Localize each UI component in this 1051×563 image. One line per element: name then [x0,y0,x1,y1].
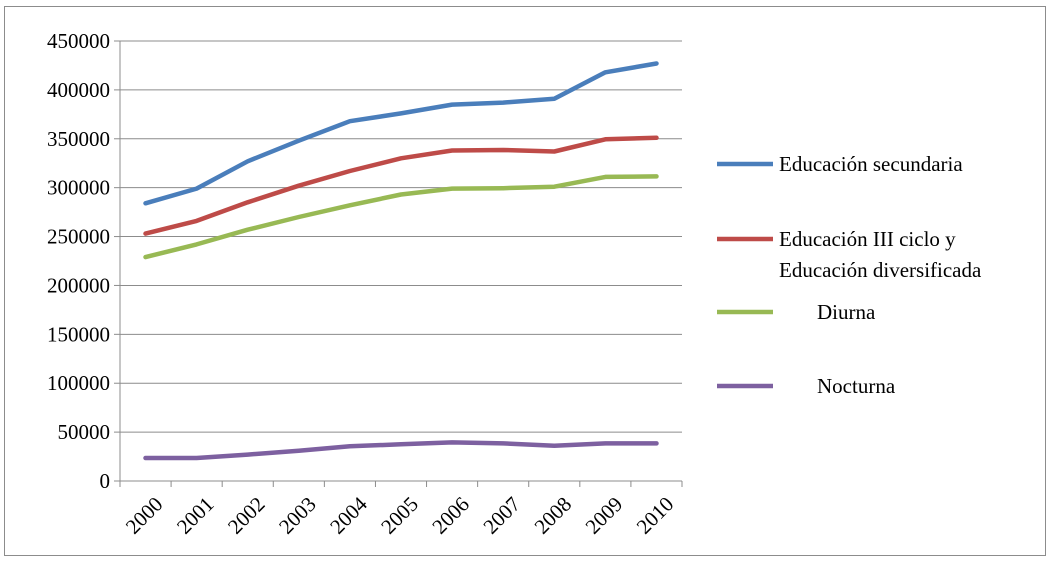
y-tick-label: 0 [100,469,111,493]
series-line-2 [143,174,659,260]
legend-label: Diurna [817,300,876,324]
series-lines [143,61,659,461]
y-tick-label: 100000 [47,371,110,395]
y-tick-label: 200000 [47,273,110,297]
legend-label: Educación secundaria [779,152,963,176]
x-tick-label: 2003 [274,492,321,539]
y-tick-label: 350000 [47,127,110,151]
y-tick-label: 300000 [47,176,110,200]
x-tick-label: 2004 [325,492,372,539]
series-line-0 [143,61,659,206]
legend-label: Nocturna [817,374,896,398]
legend-label: Educación diversificada [779,258,982,282]
y-tick-label: 250000 [47,225,110,249]
x-tick-label: 2009 [581,492,628,539]
y-tick-label: 50000 [58,420,111,444]
x-tick-label: 2005 [376,492,423,539]
y-tick-label: 400000 [47,78,110,102]
y-tick-label: 450000 [47,29,110,53]
x-tick-label: 2008 [530,492,577,539]
series-line-3 [143,440,659,461]
y-tick-label: 150000 [47,322,110,346]
legend-label: Educación III ciclo y [779,227,956,251]
axes: 0 50000 100000 150000 200000 250000 300000 3500… [47,29,683,539]
legend: Educación secundaria Educación III ciclo … [717,152,982,398]
chart-area: 0 50000 100000 150000 200000 250000 300000 3500… [4,6,1046,556]
x-tick-label: 2001 [172,492,219,539]
line-chart: 0 50000 100000 150000 200000 250000 300000 3500… [47,29,982,539]
x-tick-label: 2000 [121,492,168,539]
x-tick-label: 2007 [478,492,525,539]
x-tick-label: 2002 [223,492,270,539]
series-line-1 [143,135,659,236]
grid [120,40,682,433]
x-tick-label: 2010 [632,492,679,539]
x-tick-label: 2006 [427,492,474,539]
